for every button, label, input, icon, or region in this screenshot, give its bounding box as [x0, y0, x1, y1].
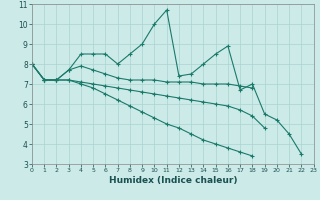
- X-axis label: Humidex (Indice chaleur): Humidex (Indice chaleur): [108, 176, 237, 185]
